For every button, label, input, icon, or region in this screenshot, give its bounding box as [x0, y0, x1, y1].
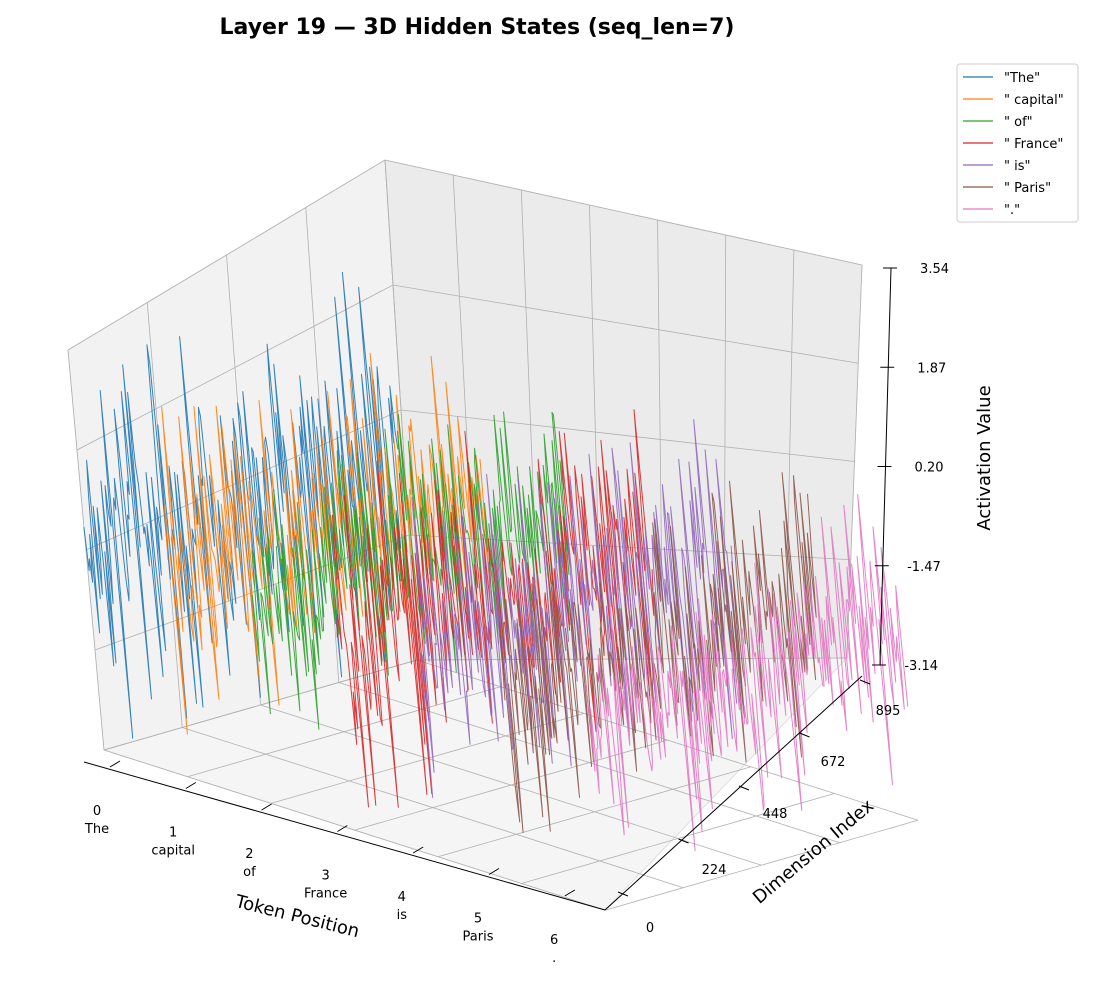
grid-line [384, 159, 418, 661]
legend-entry: "." [1004, 203, 1020, 218]
z-axis-label: Activation Value [974, 385, 995, 530]
x-tick-mark [412, 846, 424, 854]
grid-line [67, 349, 105, 751]
y-tick-mark [738, 785, 750, 791]
legend-entry: " Paris" [1004, 181, 1051, 196]
x-tick-label: 2 [245, 847, 253, 862]
z-tick-label: 1.87 [917, 361, 946, 376]
axes-group: 0 The 1 capital 2 of 3 France 4 is 5 Paris 6. 0 224 448… [83, 262, 949, 966]
grid-line [103, 749, 606, 911]
y-tick-mark [678, 838, 689, 844]
x-tick-token: France [304, 887, 347, 902]
x-tick-mark [185, 782, 197, 789]
y-tick-label: 224 [702, 863, 727, 878]
y-tick-label: 895 [876, 704, 901, 719]
y-tick-mark [799, 732, 810, 738]
series-line-3 [331, 409, 655, 808]
x-tick-label: 5 [474, 912, 482, 927]
legend-entry: " France" [1004, 137, 1063, 152]
legend: "The" " capital" " of" " France" " is" " Pari… [956, 63, 1079, 223]
x-tick-label: 3 [321, 869, 329, 884]
z-tick-label: 0.20 [915, 461, 944, 476]
x-tick-label: 0 [93, 804, 101, 819]
pane-left [67, 159, 418, 751]
x-tick-mark [109, 760, 121, 768]
x-tick-token: is [397, 908, 408, 923]
x-tick-mark [261, 803, 272, 811]
series-line-2 [251, 411, 571, 730]
grid-line [260, 704, 762, 866]
x-tick-token: The [84, 822, 109, 837]
legend-entry: "The" [1004, 71, 1040, 86]
x-tick-token: capital [151, 844, 195, 859]
x-tick-mark [488, 868, 500, 875]
x-tick-token: . [552, 951, 556, 966]
y-tick-mark [617, 891, 629, 897]
x-tick-label: 1 [169, 826, 177, 841]
legend-entry: " is" [1004, 159, 1030, 174]
x-tick-mark [337, 825, 348, 832]
x-axis-line [83, 761, 606, 911]
z-tick-label: -1.47 [907, 560, 941, 575]
x-tick-token: Paris [463, 930, 494, 945]
legend-entry: " of" [1004, 115, 1033, 130]
z-tick-label: -3.14 [904, 659, 938, 674]
x-tick-token: of [243, 865, 256, 880]
legend-box [956, 63, 1079, 223]
legend-entry: " capital" [1004, 93, 1064, 108]
y-tick-label: 0 [646, 921, 654, 936]
x-tick-mark [564, 889, 576, 897]
y-tick-label: 448 [763, 807, 788, 822]
x-tick-label: 4 [398, 890, 406, 905]
series-group [83, 271, 909, 852]
z-tick-label: 3.54 [920, 262, 949, 277]
y-tick-mark [859, 679, 871, 685]
series-line-6 [579, 494, 909, 852]
y-axis-line [604, 675, 863, 911]
x-tick-label: 6 [550, 933, 558, 948]
series-line-5 [498, 472, 817, 833]
chart-title: Layer 19 — 3D Hidden States (seq_len=7) [220, 15, 735, 40]
y-tick-label: 672 [821, 755, 846, 770]
grid-line [182, 727, 684, 889]
